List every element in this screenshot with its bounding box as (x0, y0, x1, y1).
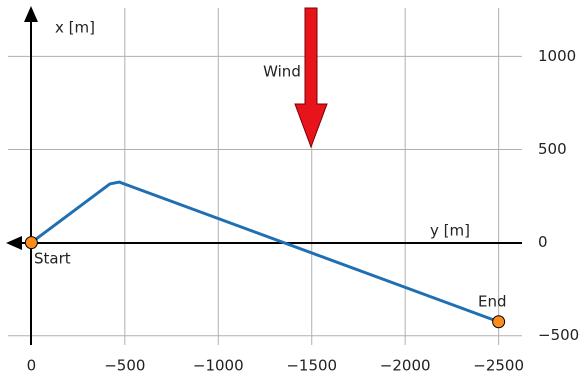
x-tick-label: −2500 (473, 357, 524, 375)
y-tick-label: 500 (538, 140, 567, 158)
endpoint-marker (24, 236, 38, 250)
y-axis-label: x [m] (55, 19, 95, 37)
x-tick-label: −500 (104, 357, 145, 375)
x-tick-label: 0 (27, 357, 37, 375)
grid (8, 8, 522, 345)
wind-arrow (294, 7, 328, 149)
y-tick-label: 0 (538, 233, 548, 251)
wind-label: Wind (263, 63, 301, 81)
line (30, 180, 500, 324)
x-tick-label: −1500 (286, 357, 337, 375)
y-tick-label: −500 (538, 326, 579, 344)
y-axis-arrow (24, 6, 38, 22)
start-label: Start (34, 250, 71, 268)
x-tick-label: −2000 (380, 357, 431, 375)
end-label: End (478, 293, 507, 311)
y-tick-label: 1000 (538, 47, 576, 65)
x-axis-label: y [m] (430, 222, 470, 240)
x-tick-label: −1000 (193, 357, 244, 375)
endpoint-marker (492, 315, 506, 329)
x-axis-arrow (6, 236, 22, 250)
